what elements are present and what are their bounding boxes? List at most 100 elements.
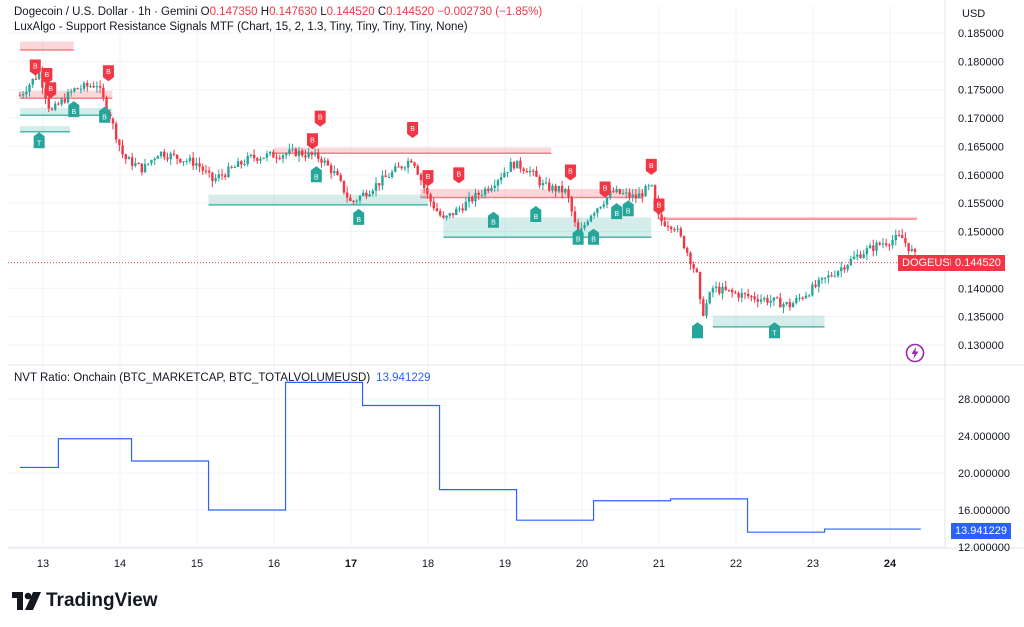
candle-body [336, 171, 339, 176]
buy-signal-marker[interactable]: B [353, 208, 365, 225]
candle-body [70, 91, 73, 93]
signal-label: B [71, 109, 76, 116]
signal-label: T [772, 330, 777, 337]
candle-body [807, 295, 811, 297]
buy-signal-marker[interactable]: B [487, 211, 499, 228]
candle-body [519, 160, 522, 169]
buy-signal-marker[interactable]: B [588, 228, 600, 245]
candle-body [442, 215, 445, 218]
candle-body [224, 175, 227, 177]
candle-body [252, 154, 256, 159]
candle-body [310, 152, 314, 155]
buy-signal-marker[interactable]: B [99, 106, 111, 123]
signal-label: T [37, 140, 42, 147]
candle-body [317, 152, 320, 159]
candle-body [509, 162, 512, 172]
candle-body [868, 245, 872, 249]
candle-body [503, 172, 506, 178]
sell-signal-marker[interactable]: B [407, 121, 419, 138]
price-tick-label: 0.155000 [958, 198, 1004, 210]
candle-body [358, 195, 362, 201]
candle-body [817, 279, 820, 287]
candle-body [387, 177, 391, 179]
candle-body [865, 248, 869, 255]
buy-signal-marker[interactable]: T [33, 132, 45, 149]
signal-shape [572, 228, 584, 245]
candle-body [111, 118, 115, 124]
candle-body [214, 178, 217, 182]
high-label: H [260, 6, 270, 18]
candle-body [679, 228, 683, 237]
candle-body [583, 224, 586, 229]
candle-body [102, 87, 105, 98]
sell-signal-marker[interactable]: B [453, 167, 465, 184]
currency-label[interactable]: USD [962, 8, 986, 20]
sell-signal-marker[interactable]: B [29, 59, 41, 76]
buy-signal-marker[interactable]: B [622, 200, 634, 217]
candle-body [506, 171, 509, 173]
candle-body [718, 286, 721, 294]
candle-body [708, 292, 711, 304]
candle-body [265, 153, 269, 158]
candle-body [349, 197, 352, 201]
buy-signal-marker[interactable]: B [611, 203, 623, 220]
candle-body [714, 286, 718, 289]
nvt-legend[interactable]: NVT Ratio: Onchain (BTC_MARKETCAP, BTC_T… [14, 372, 431, 384]
candle-body [769, 300, 772, 303]
candle-body [605, 197, 609, 205]
sell-signal-marker[interactable]: B [102, 65, 114, 82]
price-tick-label: 0.175000 [958, 85, 1004, 97]
candle-body [220, 174, 224, 176]
buy-signal-marker[interactable]: T [769, 322, 780, 339]
sell-signal-marker[interactable]: B [599, 181, 611, 198]
sell-signal-marker[interactable]: B [45, 82, 57, 99]
signal-label: B [456, 171, 461, 178]
candle-body [172, 153, 176, 155]
sell-signal-marker[interactable]: B [307, 133, 318, 150]
sell-signal-marker[interactable]: B [314, 110, 326, 127]
candle-body [262, 157, 265, 159]
buy-signal-marker[interactable]: B [572, 228, 584, 245]
sell-signal-marker[interactable]: B [653, 198, 665, 215]
candle-body [124, 154, 127, 160]
candle-body [272, 151, 275, 158]
candle-body [28, 84, 31, 92]
candle-body [464, 201, 468, 211]
candle-body [811, 284, 814, 296]
time-tick-label: 16 [268, 558, 280, 570]
sell-signal-marker[interactable]: B [645, 158, 657, 175]
symbol-price-tag: DOGEUSD [898, 255, 962, 271]
lightning-icon[interactable] [905, 343, 925, 363]
sell-signal-marker[interactable]: B [422, 170, 434, 187]
time-tick-label: 21 [653, 558, 665, 570]
buy-signal-marker[interactable]: B [530, 206, 542, 223]
tradingview-logo: TradingView [12, 590, 158, 612]
low-label: L [320, 6, 327, 18]
sell-signal-marker[interactable]: B [564, 164, 576, 181]
candle-body [188, 157, 192, 161]
candle-body [673, 229, 676, 231]
candle-body [836, 271, 840, 276]
indicator-legend[interactable]: LuxAlgo - Support Resistance Signals MTF… [14, 21, 468, 33]
signal-shape [645, 158, 657, 175]
candle-body [528, 170, 532, 173]
candle-body [182, 161, 185, 163]
candle-body [820, 277, 824, 280]
candle-body [333, 171, 336, 174]
candle-body [406, 160, 410, 168]
candle-body [445, 215, 448, 218]
buy-signal-marker[interactable]: B [68, 101, 80, 118]
buy-signal-marker[interactable]: B [310, 166, 322, 183]
candle-body [73, 88, 76, 92]
candle-body [900, 235, 904, 239]
sell-signal-marker[interactable]: B [41, 68, 53, 85]
buy-signal-marker[interactable] [692, 322, 703, 339]
candle-body [756, 299, 760, 302]
signal-label: B [314, 174, 319, 181]
candle-body [304, 155, 307, 158]
time-tick-label: 23 [807, 558, 819, 570]
support-zone [19, 107, 113, 116]
signal-label: B [106, 69, 111, 76]
candle-body [397, 166, 400, 168]
